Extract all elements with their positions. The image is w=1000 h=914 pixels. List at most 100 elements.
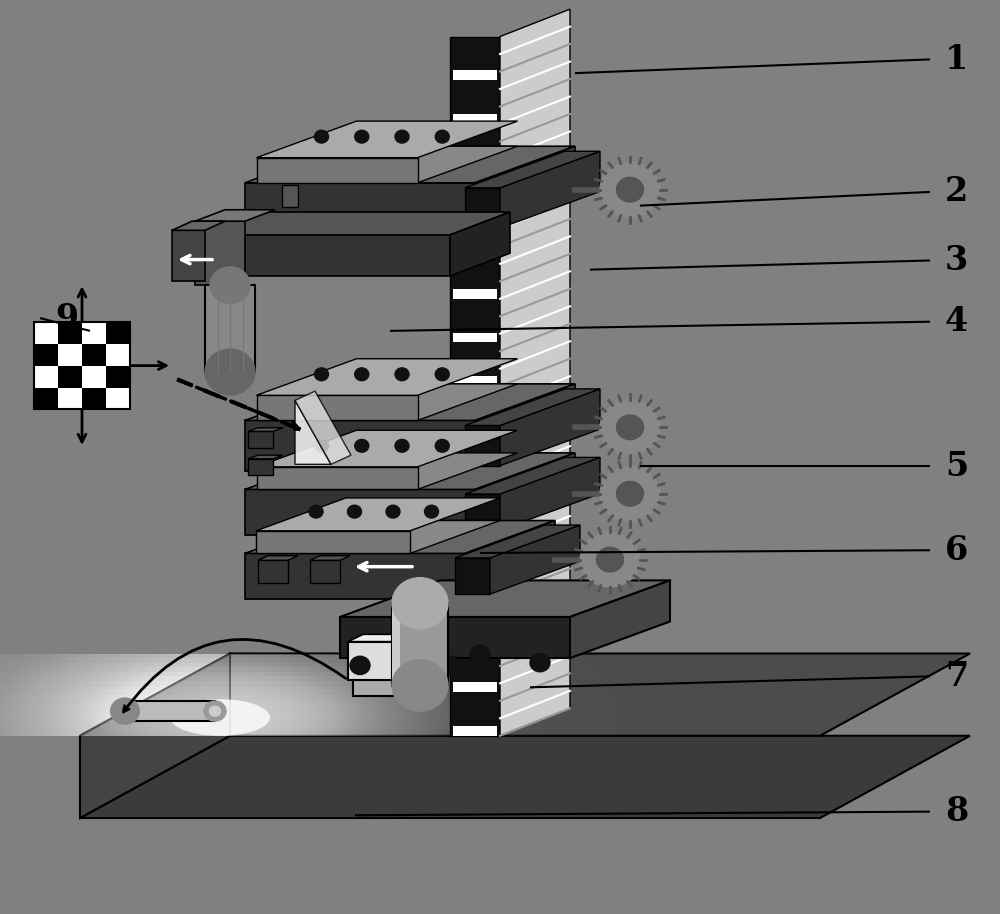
- Polygon shape: [465, 426, 500, 466]
- Polygon shape: [34, 344, 58, 366]
- Polygon shape: [475, 453, 575, 535]
- Polygon shape: [453, 114, 497, 124]
- Polygon shape: [245, 434, 575, 471]
- Polygon shape: [256, 121, 518, 157]
- Polygon shape: [256, 467, 418, 490]
- Polygon shape: [500, 389, 600, 466]
- Polygon shape: [256, 384, 518, 420]
- Polygon shape: [205, 285, 255, 372]
- Polygon shape: [34, 366, 58, 388]
- Circle shape: [210, 706, 221, 717]
- Polygon shape: [106, 322, 130, 344]
- Circle shape: [600, 163, 660, 217]
- Circle shape: [395, 367, 409, 381]
- Circle shape: [314, 440, 328, 452]
- Circle shape: [314, 367, 328, 381]
- Polygon shape: [80, 736, 970, 818]
- Polygon shape: [453, 158, 497, 167]
- Polygon shape: [258, 560, 288, 583]
- Circle shape: [395, 440, 409, 452]
- Text: 7: 7: [945, 660, 968, 693]
- Polygon shape: [453, 70, 497, 80]
- Circle shape: [616, 415, 644, 440]
- Polygon shape: [453, 726, 497, 736]
- Polygon shape: [245, 498, 575, 535]
- Polygon shape: [353, 680, 403, 696]
- Polygon shape: [125, 701, 215, 721]
- Polygon shape: [310, 560, 340, 583]
- Circle shape: [580, 532, 640, 587]
- Text: 3: 3: [945, 244, 968, 277]
- Polygon shape: [106, 388, 130, 409]
- Polygon shape: [453, 595, 497, 605]
- Circle shape: [616, 482, 644, 506]
- Text: 4: 4: [945, 305, 968, 338]
- Polygon shape: [453, 289, 497, 299]
- Polygon shape: [248, 459, 273, 475]
- Polygon shape: [258, 556, 298, 560]
- Circle shape: [386, 505, 400, 518]
- Circle shape: [350, 656, 370, 675]
- Polygon shape: [500, 9, 570, 736]
- Polygon shape: [256, 146, 518, 183]
- Text: 5: 5: [945, 450, 968, 483]
- Polygon shape: [453, 420, 497, 430]
- Text: 2: 2: [945, 175, 968, 208]
- Polygon shape: [106, 366, 130, 388]
- Polygon shape: [195, 210, 275, 221]
- Polygon shape: [245, 566, 555, 599]
- Circle shape: [355, 440, 369, 452]
- Polygon shape: [256, 157, 418, 183]
- Polygon shape: [245, 453, 575, 490]
- Polygon shape: [248, 455, 283, 459]
- Polygon shape: [256, 395, 418, 420]
- Polygon shape: [490, 525, 580, 594]
- Polygon shape: [453, 377, 497, 387]
- Polygon shape: [340, 617, 570, 658]
- Polygon shape: [453, 639, 497, 648]
- Polygon shape: [465, 521, 555, 599]
- Polygon shape: [245, 490, 475, 535]
- Polygon shape: [106, 344, 130, 366]
- Circle shape: [111, 698, 139, 724]
- Polygon shape: [392, 603, 400, 686]
- Polygon shape: [58, 388, 82, 409]
- Polygon shape: [80, 654, 970, 736]
- Polygon shape: [392, 603, 448, 686]
- Polygon shape: [295, 391, 351, 464]
- Polygon shape: [256, 453, 518, 490]
- Polygon shape: [245, 521, 555, 554]
- Polygon shape: [248, 428, 283, 431]
- Circle shape: [205, 349, 255, 395]
- Circle shape: [348, 505, 362, 518]
- Circle shape: [440, 656, 460, 675]
- Polygon shape: [475, 384, 575, 471]
- Polygon shape: [295, 400, 331, 464]
- Polygon shape: [245, 554, 465, 599]
- Polygon shape: [256, 359, 518, 395]
- Polygon shape: [172, 230, 205, 281]
- Polygon shape: [570, 580, 670, 658]
- Circle shape: [309, 505, 323, 518]
- Circle shape: [392, 578, 448, 629]
- Polygon shape: [348, 642, 408, 680]
- Circle shape: [435, 367, 449, 381]
- Polygon shape: [500, 457, 600, 530]
- Polygon shape: [465, 389, 600, 426]
- Polygon shape: [453, 463, 497, 473]
- Polygon shape: [340, 580, 670, 617]
- Circle shape: [616, 177, 644, 202]
- Polygon shape: [82, 322, 106, 344]
- Polygon shape: [58, 366, 82, 388]
- Polygon shape: [256, 531, 410, 554]
- Circle shape: [600, 466, 660, 521]
- Polygon shape: [58, 344, 82, 366]
- Polygon shape: [282, 185, 298, 207]
- Polygon shape: [453, 682, 497, 692]
- Circle shape: [596, 547, 624, 572]
- Polygon shape: [245, 146, 575, 183]
- Polygon shape: [34, 322, 58, 344]
- Text: 6: 6: [945, 534, 968, 567]
- Polygon shape: [195, 221, 245, 285]
- Polygon shape: [200, 235, 450, 276]
